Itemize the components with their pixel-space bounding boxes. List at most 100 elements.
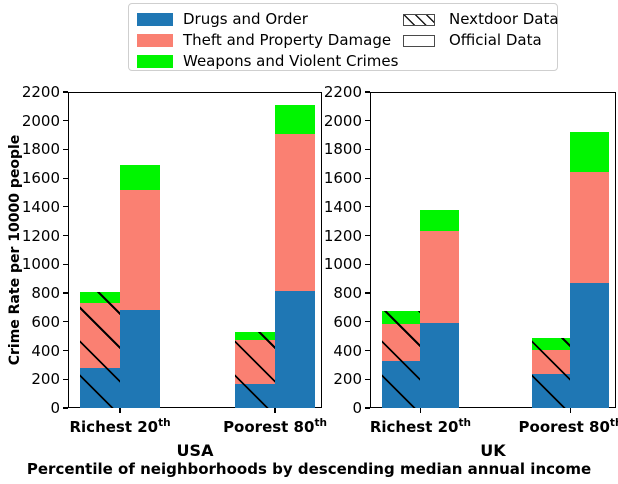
segment-drugs-and-order bbox=[120, 310, 161, 408]
x-tick-mark bbox=[274, 408, 276, 413]
segment-theft-and-property-damage bbox=[420, 231, 460, 324]
y-tick-label-uk: 1600 bbox=[323, 169, 362, 188]
segment-theft-and-property-damage bbox=[275, 134, 316, 291]
segment-weapons-and-violent-crimes bbox=[120, 165, 161, 190]
legend-label: Theft and Property Damage bbox=[183, 31, 392, 49]
y-tick-label-uk: 200 bbox=[333, 370, 362, 389]
y-tick-mark bbox=[63, 378, 68, 380]
legend-label: Official Data bbox=[449, 31, 542, 49]
x-tick-mark bbox=[119, 408, 121, 413]
y-tick-mark bbox=[63, 349, 68, 352]
y-tick-mark bbox=[63, 177, 68, 179]
legend-swatch-drugs-and-order bbox=[137, 13, 173, 26]
y-tick-mark bbox=[365, 263, 370, 265]
legend: Drugs and Order Theft and Property Damage… bbox=[128, 3, 559, 72]
y-tick-label-usa: 200 bbox=[31, 370, 60, 389]
y-tick-mark bbox=[365, 148, 370, 151]
y-tick-label-uk: 2000 bbox=[323, 111, 362, 130]
legend-item-weapons-and-violent-crimes: Weapons and Violent Crimes bbox=[137, 51, 398, 72]
y-tick-mark bbox=[63, 91, 68, 93]
y-tick-mark bbox=[365, 378, 370, 380]
y-tick-mark bbox=[63, 120, 68, 122]
y-tick-mark bbox=[365, 321, 370, 323]
y-tick-mark bbox=[365, 177, 370, 179]
axis-title-uk: UK bbox=[480, 441, 506, 460]
y-tick-mark bbox=[63, 407, 68, 409]
legend-item-nextdoor-data: Nextdoor Data bbox=[403, 9, 559, 30]
axis-title-usa: USA bbox=[176, 441, 214, 460]
legend-item-drugs-and-order: Drugs and Order bbox=[137, 9, 398, 30]
legend-swatch-theft-and-property-damage bbox=[137, 34, 173, 47]
bar-usa-poorest-80-official-data bbox=[275, 104, 316, 408]
y-tick-label-uk: 2200 bbox=[323, 83, 362, 101]
hatch-overlay bbox=[79, 292, 121, 408]
y-tick-mark bbox=[365, 120, 370, 122]
hatch-overlay bbox=[381, 311, 421, 408]
segment-theft-and-property-damage bbox=[120, 189, 161, 311]
y-tick-mark bbox=[365, 349, 370, 352]
y-tick-label-uk: 0 bbox=[352, 399, 362, 417]
figure-x-axis-label: Percentile of neighborhoods by descendin… bbox=[26, 460, 592, 478]
y-tick-label-uk: 600 bbox=[333, 312, 362, 331]
y-tick-mark bbox=[63, 263, 68, 265]
y-tick-label-usa: 600 bbox=[31, 312, 60, 331]
bar-usa-richest-20-official-data bbox=[120, 165, 161, 408]
segment-drugs-and-order bbox=[420, 323, 460, 408]
y-tick-label-usa: 1400 bbox=[21, 197, 60, 216]
y-tick-mark bbox=[365, 292, 370, 294]
segment-weapons-and-violent-crimes bbox=[570, 132, 610, 173]
y-tick-label-usa: 1800 bbox=[21, 140, 60, 159]
y-tick-label-uk: 1200 bbox=[323, 226, 362, 245]
y-tick-label-uk: 800 bbox=[333, 284, 362, 303]
x-tick-label-richest-20: Richest 20th bbox=[69, 417, 171, 436]
legend-style-column: Nextdoor Data Official Data bbox=[403, 9, 559, 51]
hatched-swatch-icon bbox=[403, 13, 435, 26]
segment-drugs-and-order bbox=[570, 283, 610, 408]
y-tick-mark bbox=[63, 206, 68, 208]
y-tick-label-uk: 400 bbox=[333, 341, 362, 360]
y-tick-mark bbox=[365, 407, 370, 409]
bar-uk-poorest-80-nextdoor-data bbox=[531, 337, 571, 408]
bar-usa-richest-20-nextdoor-data bbox=[79, 292, 121, 408]
y-tick-label-usa: 2200 bbox=[21, 83, 60, 101]
y-tick-mark bbox=[63, 148, 68, 151]
y-tick-mark bbox=[365, 235, 370, 237]
x-tick-label-richest-20: Richest 20th bbox=[369, 417, 471, 436]
y-tick-mark bbox=[63, 292, 68, 294]
segment-weapons-and-violent-crimes bbox=[420, 209, 460, 232]
legend-label: Drugs and Order bbox=[183, 10, 308, 28]
hatch-overlay bbox=[531, 337, 571, 408]
bar-usa-poorest-80-nextdoor-data bbox=[234, 331, 275, 408]
y-tick-label-uk: 1400 bbox=[323, 197, 362, 216]
y-tick-label-usa: 1000 bbox=[21, 255, 60, 274]
y-tick-label-usa: 1200 bbox=[21, 226, 60, 245]
x-tick-label-poorest-80: Poorest 80th bbox=[223, 417, 327, 436]
legend-item-theft-and-property-damage: Theft and Property Damage bbox=[137, 30, 398, 51]
y-tick-mark bbox=[365, 206, 370, 208]
plain-swatch-icon bbox=[403, 34, 435, 47]
legend-item-official-data: Official Data bbox=[403, 30, 559, 51]
x-tick-label-poorest-80: Poorest 80th bbox=[518, 417, 618, 436]
bar-uk-richest-20-official-data bbox=[420, 209, 460, 408]
y-tick-mark bbox=[365, 91, 370, 93]
bar-uk-richest-20-nextdoor-data bbox=[381, 311, 421, 408]
y-tick-label-usa: 2000 bbox=[21, 111, 60, 130]
legend-label: Nextdoor Data bbox=[449, 10, 559, 28]
y-tick-label-usa: 400 bbox=[31, 341, 60, 360]
legend-swatch-weapons-and-violent-crimes bbox=[137, 55, 173, 68]
legend-series-column: Drugs and Order Theft and Property Damage… bbox=[137, 9, 398, 72]
y-tick-label-uk: 1000 bbox=[323, 255, 362, 274]
segment-weapons-and-violent-crimes bbox=[275, 104, 316, 135]
y-tick-label-usa: 0 bbox=[50, 399, 60, 417]
x-tick-mark bbox=[569, 408, 572, 413]
y-tick-mark bbox=[63, 235, 68, 237]
legend-label: Weapons and Violent Crimes bbox=[183, 52, 399, 70]
hatch-overlay bbox=[234, 331, 275, 408]
y-tick-mark bbox=[63, 321, 68, 323]
y-tick-label-uk: 1800 bbox=[323, 140, 362, 159]
segment-theft-and-property-damage bbox=[570, 172, 610, 284]
segment-drugs-and-order bbox=[275, 290, 316, 408]
bar-uk-poorest-80-official-data bbox=[570, 132, 610, 408]
x-tick-mark bbox=[419, 408, 422, 413]
